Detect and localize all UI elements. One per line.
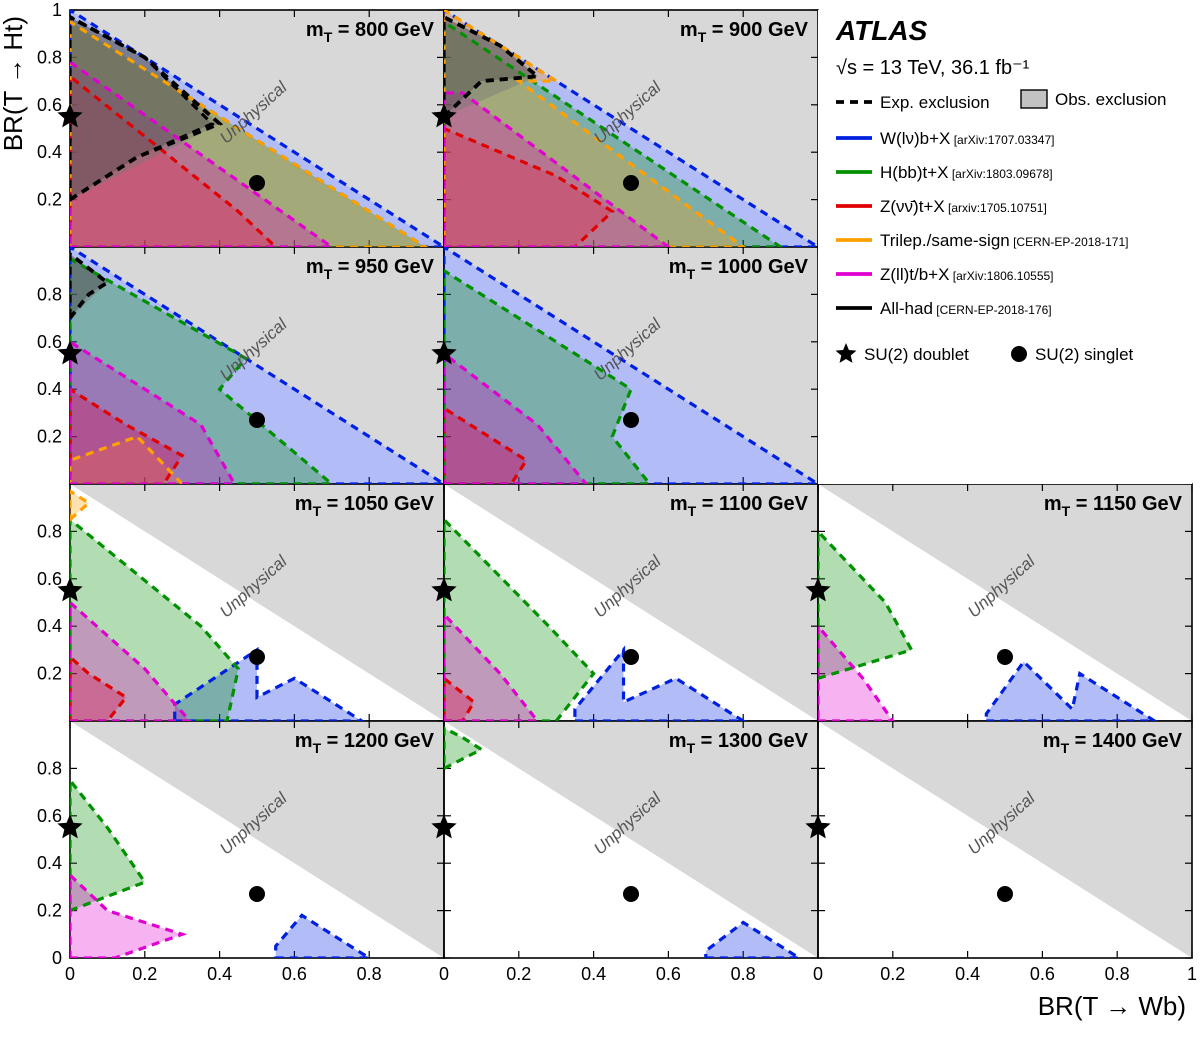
- singlet-circle-icon: [623, 175, 639, 191]
- unphysical-region: [818, 721, 1192, 958]
- y-tick-label: 0.8: [37, 284, 62, 304]
- legend-obs-label: Obs. exclusion: [1055, 90, 1167, 109]
- y-tick-label: 0.4: [37, 142, 62, 162]
- y-tick-label: 0.8: [37, 521, 62, 541]
- singlet-circle-icon: [623, 886, 639, 902]
- legend-obs-swatch-icon: [1021, 90, 1047, 108]
- legend-doublet-label: SU(2) doublet: [864, 345, 969, 364]
- singlet-circle-icon: [997, 886, 1013, 902]
- y-axis-label: BR(T → Ht): [0, 16, 28, 151]
- region-Wlvb: [276, 915, 370, 958]
- x-tick-label: 0.8: [1105, 964, 1130, 984]
- x-tick-label: 0.2: [132, 964, 157, 984]
- x-tick-label: 0.4: [955, 964, 980, 984]
- x-tick-label: 1: [1187, 964, 1197, 984]
- legend-exp-label: Exp. exclusion: [880, 93, 990, 112]
- x-tick-label: 0.6: [1030, 964, 1055, 984]
- x-tick-label: 0.8: [731, 964, 756, 984]
- singlet-circle-icon: [249, 649, 265, 665]
- y-tick-label: 0.6: [37, 806, 62, 826]
- x-tick-label: 0.2: [506, 964, 531, 984]
- x-tick-label: 0.4: [207, 964, 232, 984]
- y-tick-label: 0.4: [37, 616, 62, 636]
- singlet-circle-icon: [249, 412, 265, 428]
- y-tick-label: 0.6: [37, 569, 62, 589]
- y-tick-label: 0.4: [37, 379, 62, 399]
- singlet-circle-icon: [997, 649, 1013, 665]
- singlet-circle-icon: [623, 649, 639, 665]
- legend-circle-icon: [1011, 346, 1027, 362]
- singlet-circle-icon: [623, 412, 639, 428]
- x-tick-label: 0.2: [880, 964, 905, 984]
- figure-svg: 0.2 0.4 0.6 0.8 1 0.2 0.4 0.6 0.8 0.2 0.4 0.6 0.8 0 0.…: [0, 0, 1200, 1033]
- legend-singlet-label: SU(2) singlet: [1035, 345, 1134, 364]
- y-tick-label: 0: [52, 948, 62, 968]
- singlet-circle-icon: [249, 886, 265, 902]
- x-tick-label: 0.6: [282, 964, 307, 984]
- figure-root: 0.2 0.4 0.6 0.8 1 0.2 0.4 0.6 0.8 0.2 0.4 0.6 0.8 0 0.…: [0, 0, 1200, 1033]
- x-tick-label: 0: [813, 964, 823, 984]
- y-tick-label: 0.8: [37, 47, 62, 67]
- y-tick-label: 0.4: [37, 853, 62, 873]
- x-tick-label: 0: [65, 964, 75, 984]
- y-tick-label: 1: [52, 0, 62, 20]
- y-tick-label: 0.2: [37, 190, 62, 210]
- y-tick-label: 0.6: [37, 332, 62, 352]
- x-tick-label: 0.8: [357, 964, 382, 984]
- x-tick-label: 0.6: [656, 964, 681, 984]
- y-tick-label: 0.8: [37, 758, 62, 778]
- y-tick-label: 0.2: [37, 901, 62, 921]
- y-tick-label: 0.2: [37, 664, 62, 684]
- unphysical-region: [444, 721, 818, 958]
- x-tick-label: 0: [439, 964, 449, 984]
- sqrt-s-label: √s = 13 TeV, 36.1 fb⁻¹: [836, 57, 1030, 79]
- x-axis-label: BR(T → Wb): [1038, 991, 1186, 1021]
- y-tick-label: 0.6: [37, 95, 62, 115]
- x-tick-label: 0.4: [581, 964, 606, 984]
- singlet-circle-icon: [249, 175, 265, 191]
- atlas-label: ATLAS: [835, 15, 928, 46]
- y-tick-label: 0.2: [37, 427, 62, 447]
